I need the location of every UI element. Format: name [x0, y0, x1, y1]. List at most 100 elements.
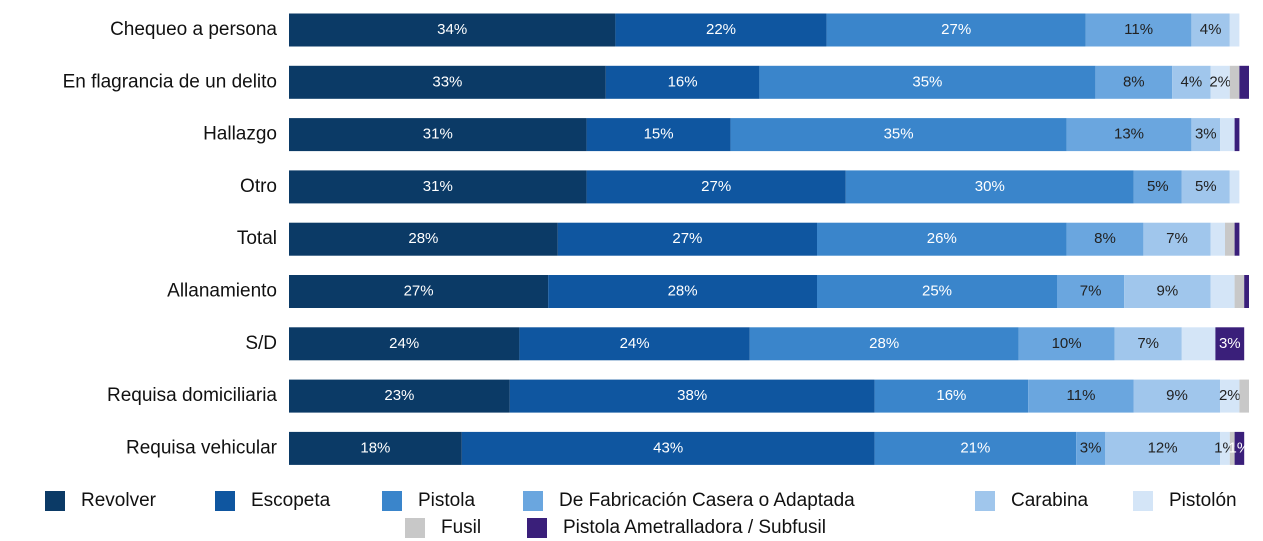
bar-segment: [1229, 431, 1235, 465]
data-label: 38%: [677, 387, 707, 404]
bar-segment: [1225, 222, 1235, 256]
bar-segment: [289, 431, 462, 465]
bar-segment: [289, 379, 510, 413]
legend-swatch: [215, 491, 235, 511]
data-label: 27%: [701, 178, 731, 195]
bar-segment: [1057, 275, 1125, 308]
bar-segment: [1124, 275, 1211, 308]
category-label: Requisa domiciliaria: [107, 385, 277, 406]
legend-swatch: [975, 491, 995, 511]
bar-segment: [1066, 222, 1144, 256]
data-label: 27%: [941, 21, 971, 38]
legend-label: Fusil: [441, 517, 481, 538]
bar-segment: [586, 118, 731, 152]
bar-segment: [289, 170, 587, 204]
bar-segment: [1210, 222, 1225, 256]
legend-swatch: [1133, 491, 1153, 511]
data-label: 22%: [706, 21, 736, 38]
data-label: 13%: [1114, 126, 1144, 143]
data-label: 8%: [1123, 73, 1145, 90]
bar-segment: [1229, 13, 1240, 47]
bar-segment: [1244, 275, 1249, 308]
category-label: En flagrancia de un delito: [63, 71, 277, 92]
bar-segment: [1191, 13, 1230, 47]
data-label: 16%: [936, 387, 966, 404]
data-label: 30%: [975, 178, 1005, 195]
bar-segment: [1229, 65, 1240, 99]
bar-segment: [1085, 13, 1192, 47]
data-label: 1%: [1229, 439, 1251, 456]
data-label: 21%: [960, 439, 990, 456]
bar-segment: [586, 170, 846, 204]
bar-segment: [615, 13, 827, 47]
data-label: 7%: [1166, 230, 1188, 247]
bar-segment: [1191, 118, 1221, 152]
data-label: 15%: [644, 126, 674, 143]
legend-label: Pistola: [418, 490, 475, 511]
bar-segment: [759, 65, 1096, 99]
bar-segment: [1133, 170, 1182, 204]
category-label: Allanamiento: [167, 281, 277, 302]
data-label: 8%: [1094, 230, 1116, 247]
bar-segment: [289, 65, 606, 99]
bar-segment: [1234, 222, 1240, 256]
legend-label: Carabina: [1011, 490, 1089, 511]
bar-segment: [845, 170, 1134, 204]
data-label: 4%: [1181, 73, 1203, 90]
bar-segment: [1234, 275, 1245, 308]
data-label: 4%: [1200, 21, 1222, 38]
data-label: 34%: [437, 21, 467, 38]
bar-segment: [289, 222, 558, 256]
bar-segment: [1234, 118, 1240, 152]
legend-label: Revolver: [81, 490, 157, 511]
bar-segment: [1210, 275, 1235, 308]
data-label: 31%: [423, 126, 453, 143]
bar-segment: [1215, 327, 1245, 361]
data-label: 28%: [668, 282, 698, 299]
bar-segment: [1028, 379, 1134, 413]
data-label: 35%: [912, 73, 942, 90]
data-label: 43%: [653, 439, 683, 456]
bar-segment: [1239, 65, 1249, 99]
bar-segment: [1220, 431, 1230, 465]
bar-segment: [874, 431, 1077, 465]
data-label: 3%: [1080, 439, 1102, 456]
legend-swatch: [382, 491, 402, 511]
legend-swatch: [45, 491, 65, 511]
bar-segment: [817, 275, 1057, 308]
category-label: Otro: [240, 176, 277, 197]
category-label: Total: [237, 228, 277, 249]
data-label: 26%: [927, 230, 957, 247]
bar-segment: [1229, 170, 1240, 204]
bar-segment: [1172, 65, 1211, 99]
bar-segment: [1239, 379, 1249, 413]
data-label: 25%: [922, 282, 952, 299]
legend-label: De Fabricación Casera o Adaptada: [559, 490, 855, 511]
bar-segment: [1076, 431, 1105, 465]
bar-segment: [289, 13, 616, 47]
bar-segment: [1181, 327, 1216, 361]
bar-segment: [730, 118, 1067, 152]
data-label: 24%: [620, 335, 650, 352]
data-label: 24%: [389, 335, 419, 352]
data-label: 11%: [1124, 21, 1153, 38]
legend-swatch: [405, 518, 425, 538]
category-label: Hallazgo: [203, 124, 277, 145]
data-label: 3%: [1219, 335, 1241, 352]
bar-segment: [1220, 379, 1240, 413]
data-label: 27%: [672, 230, 702, 247]
data-label: 11%: [1067, 387, 1096, 404]
data-label: 3%: [1195, 126, 1217, 143]
bar-segment: [1133, 379, 1221, 413]
category-label: S/D: [245, 333, 277, 354]
data-label: 7%: [1080, 282, 1102, 299]
bar-segment: [548, 275, 817, 308]
bar-segment: [289, 327, 520, 361]
bar-segment: [605, 65, 760, 99]
data-label: 27%: [404, 282, 434, 299]
bar-segment: [1210, 65, 1230, 99]
bar-segment: [1114, 327, 1182, 361]
bar-segment: [749, 327, 1019, 361]
data-label: 5%: [1147, 178, 1169, 195]
